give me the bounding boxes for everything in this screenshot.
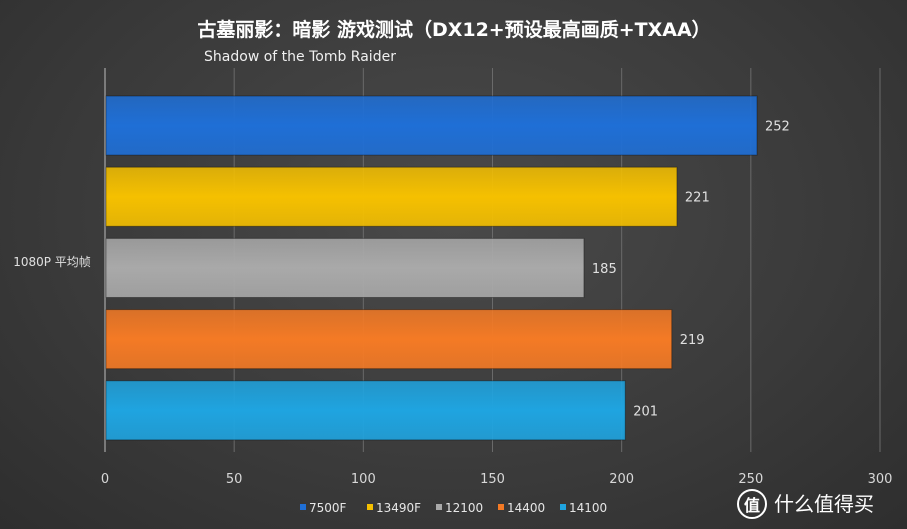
legend-swatch-13490F [367, 504, 373, 510]
legend: 7500F 13490F 12100 14400 14100 [300, 501, 607, 515]
x-tick-label: 300 [868, 472, 893, 487]
chart-title: 古墓丽影：暗影 游戏测试（DX12+预设最高画质+TXAA） [197, 18, 710, 41]
x-tick-label: 50 [226, 472, 243, 487]
svg-text:值: 值 [744, 496, 760, 515]
watermark: 值 什么值得买 [737, 489, 874, 519]
watermark-text: 什么值得买 [774, 492, 874, 516]
bar-13490F [105, 166, 678, 227]
chart-subtitle: Shadow of the Tomb Raider [204, 49, 396, 65]
legend-swatch-7500F [300, 504, 306, 510]
x-tick-label: 150 [480, 472, 505, 487]
bar-14100 [105, 380, 626, 441]
x-tick-label: 200 [609, 472, 634, 487]
x-tick-label: 100 [351, 472, 376, 487]
x-tick-label: 250 [738, 472, 763, 487]
zhi-logo-icon: 值 [737, 489, 767, 519]
bars: 252 221 185 219 201 [105, 95, 790, 441]
legend-swatch-14400 [498, 504, 504, 510]
legend-label-13490F: 13490F [376, 501, 421, 515]
legend-swatch-14100 [560, 504, 566, 510]
bar-14400 [105, 309, 673, 370]
data-label-7500F: 252 [765, 120, 790, 135]
bar-12100 [105, 237, 585, 298]
legend-label-7500F: 7500F [309, 501, 347, 515]
legend-label-12100: 12100 [445, 501, 483, 515]
x-axis-ticks: 0 50 100 150 200 250 300 [101, 472, 893, 487]
legend-swatch-12100 [436, 504, 442, 510]
x-tick-label: 0 [101, 472, 109, 487]
legend-label-14100: 14100 [569, 501, 607, 515]
data-label-14400: 219 [680, 333, 705, 348]
data-label-12100: 185 [592, 262, 617, 277]
data-label-14100: 201 [633, 404, 658, 419]
data-label-13490F: 221 [685, 191, 710, 206]
bar-7500F [105, 95, 758, 156]
legend-label-14400: 14400 [507, 501, 545, 515]
category-label: 1080P 平均帧 [13, 255, 91, 269]
